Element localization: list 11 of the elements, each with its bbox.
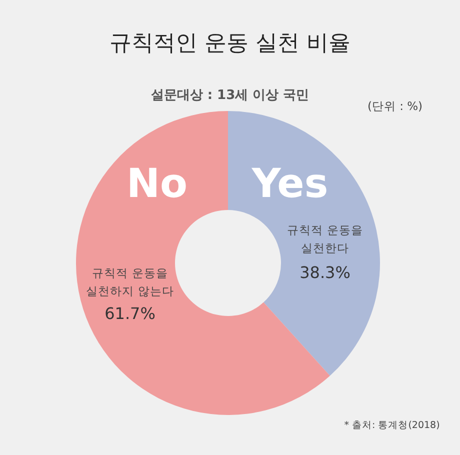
text: 규칙적 운동을 실천하지 않는다: [86, 266, 174, 298]
donut-slice: [228, 111, 380, 376]
data-label: 61.7%: [104, 304, 156, 323]
slice-label: Yes: [250, 161, 328, 207]
data-label: 38.3%: [300, 263, 350, 282]
chart-subtitle: 설문대상 : 13세 이상 국민: [150, 88, 310, 103]
text: (단위 : %): [367, 99, 423, 113]
text: 규칙적 운동을 실천한다: [287, 223, 363, 255]
text: * 출처: 통계청(2018): [344, 420, 440, 431]
slice-label: No: [126, 161, 188, 207]
chart-title: 규칙적인 운동 실천 비율: [110, 31, 350, 56]
